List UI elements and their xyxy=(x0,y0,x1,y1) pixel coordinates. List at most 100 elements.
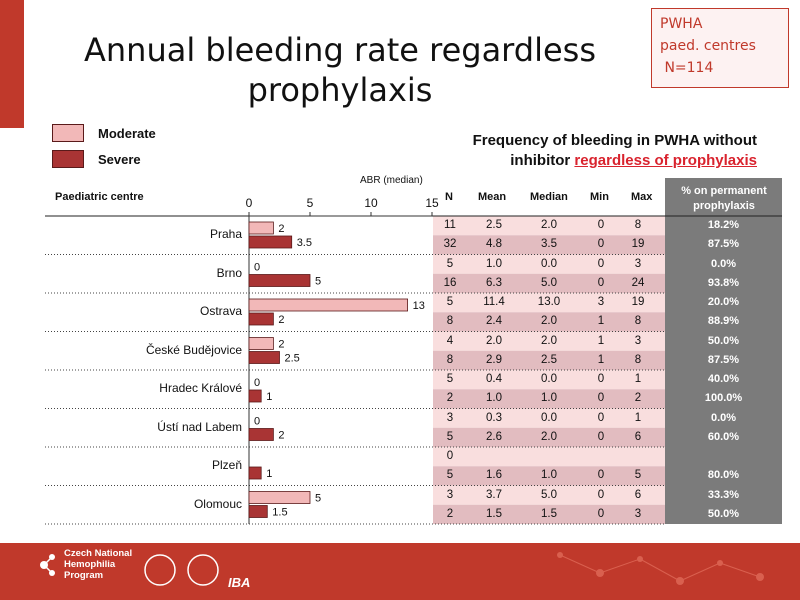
table-cell: 5 xyxy=(446,257,454,270)
table-cell: 5 xyxy=(446,430,454,443)
table-row-moderate-bg xyxy=(433,331,665,351)
footer-org-name: Czech National Hemophilia Program xyxy=(64,548,132,581)
table-cell: 3 xyxy=(446,488,454,501)
table-cell: 8 xyxy=(446,315,454,328)
table-row-moderate-bg xyxy=(433,447,665,467)
table-cell: 1.5 xyxy=(541,507,557,520)
pct-column-background xyxy=(665,178,782,524)
table-cell: 3.7 xyxy=(486,488,502,501)
bar-severe xyxy=(248,428,274,441)
table-cell: 0.3 xyxy=(486,411,502,424)
table-cell: 19 xyxy=(631,296,645,308)
pct-cell: 50.0% xyxy=(707,334,740,347)
table-cell: 0 xyxy=(597,257,605,270)
x-tick-label: 10 xyxy=(364,196,378,210)
category-label: Brno xyxy=(216,265,242,280)
table-cell: 0 xyxy=(597,219,605,231)
table-row-severe-bg xyxy=(433,273,665,293)
table-cell: 0.0 xyxy=(541,411,557,424)
table-cell: 24 xyxy=(631,276,645,289)
table-row-moderate-bg xyxy=(433,485,665,505)
table-cell: 8 xyxy=(634,219,642,231)
table-title-highlight: regardless of prophylaxis xyxy=(574,152,757,169)
table-cell: 0.4 xyxy=(486,373,502,385)
bar-data-label: 3.5 xyxy=(297,237,312,249)
table-cell: 8 xyxy=(634,353,642,366)
table-cell: 2 xyxy=(446,392,454,405)
footer: Czech National Hemophilia Program IBA xyxy=(0,543,800,600)
legend-label: Moderate xyxy=(98,125,156,141)
category-label: Praha xyxy=(209,227,242,242)
table-cell: 5 xyxy=(634,469,642,482)
pct-cell: 18.2% xyxy=(707,219,740,231)
table-cell: 5 xyxy=(446,373,454,385)
table-cell: 19 xyxy=(631,238,645,251)
footer-decoration xyxy=(40,552,764,586)
x-tick-label: 15 xyxy=(425,196,439,210)
pct-cell: 60.0% xyxy=(707,430,740,443)
pct-cell: 0.0% xyxy=(710,411,737,424)
bar-data-label: 2 xyxy=(278,223,284,235)
table-row-severe-bg xyxy=(433,504,665,524)
table-cell: 2.4 xyxy=(486,315,502,328)
table-cell: 0 xyxy=(597,238,605,251)
table-cell: 3 xyxy=(634,257,642,270)
table-cell: 2.0 xyxy=(541,219,557,231)
table-cell: 1.6 xyxy=(486,469,502,482)
table-cell: 0.0 xyxy=(541,373,557,385)
table-cell: 0 xyxy=(597,469,605,482)
table-cell: 11 xyxy=(444,219,456,231)
bar-severe xyxy=(248,235,293,249)
pct-cell: 20.0% xyxy=(707,296,740,308)
legend-swatch-moderate xyxy=(52,124,84,142)
table-title: Frequency of bleeding in PWHA without in… xyxy=(420,131,757,171)
table-cell: 1.5 xyxy=(486,507,502,520)
pct-cell: 88.9% xyxy=(707,315,740,328)
table-cell: 0 xyxy=(597,430,605,443)
column-header-pct-line: prophylaxis xyxy=(693,200,755,212)
bar-moderate xyxy=(248,298,409,312)
table-cell: 5.0 xyxy=(541,276,557,289)
legend-item-moderate: Moderate xyxy=(52,124,156,142)
table-cell: 1 xyxy=(597,353,605,366)
pct-cell: 87.5% xyxy=(707,238,740,251)
axis-label: ABR (median) xyxy=(360,175,423,186)
category-label: Ústí nad Labem xyxy=(157,419,242,434)
table-cell: 5 xyxy=(446,296,454,308)
table-cell: 3 xyxy=(634,507,642,520)
table-cell: 2.0 xyxy=(486,334,502,347)
column-header-centre: Paediatric centre xyxy=(55,191,144,203)
pct-cell: 0.0% xyxy=(710,257,737,270)
table-cell: 3.5 xyxy=(541,238,557,251)
category-label: Ostrava xyxy=(199,304,242,319)
column-header-pct-line: % on permanent xyxy=(681,185,767,197)
footer-logo-iba: IBA xyxy=(228,575,251,590)
table-cell xyxy=(527,447,571,466)
x-tick-label: 5 xyxy=(306,196,314,210)
table-cell: 0 xyxy=(597,411,605,424)
table-cell: 4 xyxy=(446,334,454,347)
table-cell xyxy=(616,447,660,466)
table-cell: 6.3 xyxy=(486,276,502,289)
bar-data-label: 1 xyxy=(266,468,272,480)
table-row-moderate-bg xyxy=(433,408,665,428)
table-cell: 0.0 xyxy=(541,257,557,270)
table-cell xyxy=(472,447,516,466)
pct-cell: 87.5% xyxy=(707,353,740,366)
table-cell: 3 xyxy=(446,411,454,424)
table-cell: 2.9 xyxy=(486,353,502,366)
bar-data-label: 2 xyxy=(278,314,284,326)
table-cell: 2.0 xyxy=(541,334,557,347)
column-header-median: Median xyxy=(530,191,568,203)
info-box-line: N=114 xyxy=(660,60,714,76)
table-title-line: Frequency of bleeding in PWHA without xyxy=(472,132,757,149)
table-row-severe-bg xyxy=(433,389,665,409)
bar-data-label: 13 xyxy=(413,300,425,312)
table-row-severe-bg xyxy=(433,466,665,486)
table-cell: 16 xyxy=(443,276,457,289)
table-cell: 0 xyxy=(597,276,605,289)
table-cell: 5 xyxy=(446,469,454,482)
table-cell: 1.0 xyxy=(541,392,557,405)
bar-data-label: 2.5 xyxy=(285,353,300,365)
x-tick-label: 0 xyxy=(245,196,253,210)
